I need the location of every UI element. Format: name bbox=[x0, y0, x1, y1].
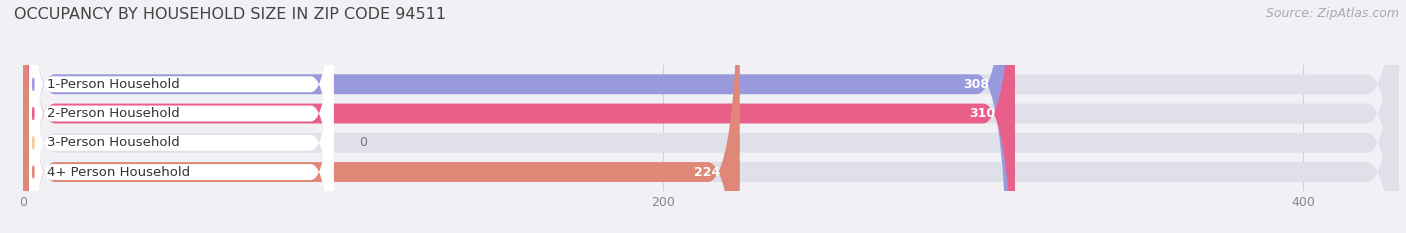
FancyBboxPatch shape bbox=[30, 0, 333, 233]
FancyBboxPatch shape bbox=[22, 0, 1399, 233]
Text: 2-Person Household: 2-Person Household bbox=[46, 107, 180, 120]
FancyBboxPatch shape bbox=[30, 0, 333, 233]
FancyBboxPatch shape bbox=[22, 0, 1399, 233]
Text: 310: 310 bbox=[970, 107, 995, 120]
Text: 4+ Person Household: 4+ Person Household bbox=[46, 165, 190, 178]
Text: OCCUPANCY BY HOUSEHOLD SIZE IN ZIP CODE 94511: OCCUPANCY BY HOUSEHOLD SIZE IN ZIP CODE … bbox=[14, 7, 446, 22]
Text: 1-Person Household: 1-Person Household bbox=[46, 78, 180, 91]
Text: 3-Person Household: 3-Person Household bbox=[46, 136, 180, 149]
Text: 308: 308 bbox=[963, 78, 990, 91]
FancyBboxPatch shape bbox=[30, 0, 333, 233]
FancyBboxPatch shape bbox=[22, 0, 1015, 233]
FancyBboxPatch shape bbox=[22, 0, 740, 233]
FancyBboxPatch shape bbox=[22, 0, 1399, 233]
Text: 224: 224 bbox=[695, 165, 721, 178]
FancyBboxPatch shape bbox=[22, 0, 1399, 233]
Text: 0: 0 bbox=[359, 136, 367, 149]
Text: Source: ZipAtlas.com: Source: ZipAtlas.com bbox=[1265, 7, 1399, 20]
FancyBboxPatch shape bbox=[22, 0, 1008, 233]
FancyBboxPatch shape bbox=[30, 0, 333, 233]
